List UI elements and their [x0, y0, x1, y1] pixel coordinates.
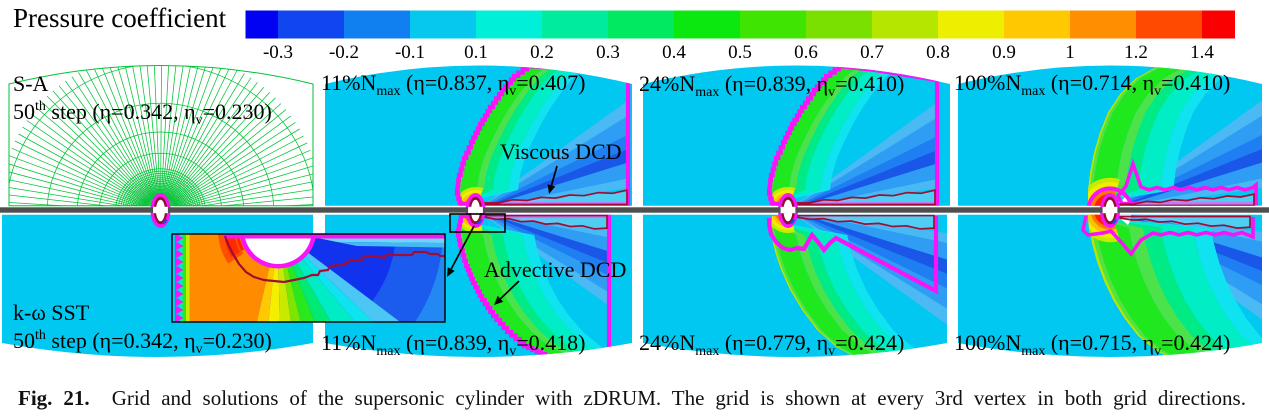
svg-text:24%Nmax (η=0.839, ηv=0.410): 24%Nmax (η=0.839, ηv=0.410) [639, 71, 904, 100]
svg-text:-0.1: -0.1 [395, 42, 425, 63]
svg-text:0.1: 0.1 [464, 42, 488, 63]
svg-text:S-A: S-A [13, 71, 49, 96]
svg-text:0.5: 0.5 [728, 42, 752, 63]
svg-text:24%Nmax (η=0.779, ηv=0.424): 24%Nmax (η=0.779, ηv=0.424) [639, 330, 904, 359]
svg-text:0.6: 0.6 [794, 42, 818, 63]
svg-text:50th step (η=0.342, ηv=0.230): 50th step (η=0.342, ηv=0.230) [13, 99, 272, 128]
svg-text:0.9: 0.9 [992, 42, 1016, 63]
svg-text:-0.2: -0.2 [329, 42, 359, 63]
svg-text:1: 1 [1065, 42, 1075, 63]
svg-text:100%Nmax (η=0.714, ηv=0.410): 100%Nmax (η=0.714, ηv=0.410) [954, 70, 1230, 99]
svg-text:11%Nmax (η=0.839, ηv=0.418): 11%Nmax (η=0.839, ηv=0.418) [321, 330, 586, 359]
svg-text:Viscous DCD: Viscous DCD [500, 139, 622, 164]
svg-text:0.4: 0.4 [662, 42, 686, 63]
svg-text:0.3: 0.3 [596, 42, 620, 63]
svg-text:-0.3: -0.3 [263, 42, 293, 63]
svg-text:11%Nmax (η=0.837, ηv=0.407): 11%Nmax (η=0.837, ηv=0.407) [321, 70, 586, 99]
svg-text:Advective DCD: Advective DCD [484, 257, 626, 282]
svg-text:0.2: 0.2 [530, 42, 554, 63]
svg-text:100%Nmax (η=0.715, ηv=0.424): 100%Nmax (η=0.715, ηv=0.424) [954, 330, 1230, 359]
svg-text:1.2: 1.2 [1124, 42, 1148, 63]
svg-text:0.7: 0.7 [860, 42, 884, 63]
svg-text:1.4: 1.4 [1190, 42, 1214, 63]
svg-text:0.8: 0.8 [926, 42, 950, 63]
svg-text:50th step (η=0.342, ηv=0.230): 50th step (η=0.342, ηv=0.230) [13, 328, 272, 357]
svg-text:k-ω SST: k-ω SST [13, 300, 90, 325]
svg-text:Pressure coefficient: Pressure coefficient [13, 3, 227, 33]
